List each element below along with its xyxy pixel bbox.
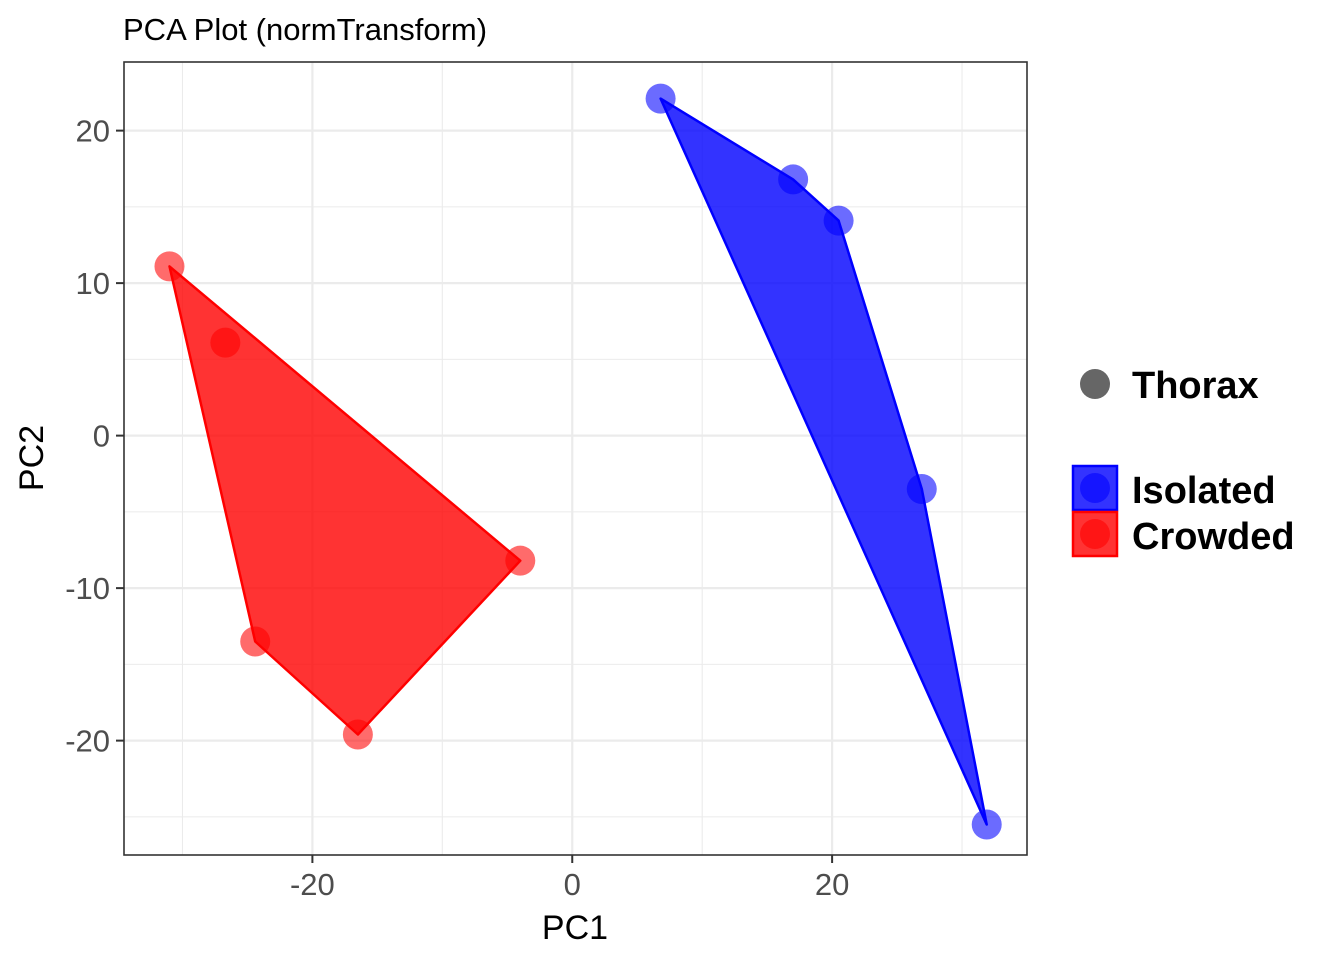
point-crowded bbox=[342, 719, 373, 750]
point-crowded bbox=[154, 251, 185, 282]
data-points bbox=[154, 83, 1002, 840]
legend-label-isolated: Isolated bbox=[1132, 470, 1276, 512]
y-tick-label: 10 bbox=[76, 266, 110, 301]
y-tick-label: -20 bbox=[65, 724, 110, 759]
y-tick-label: 0 bbox=[93, 419, 110, 454]
legend-label-crowded: Crowded bbox=[1132, 516, 1295, 558]
legend-key-point-crowded bbox=[1080, 519, 1110, 549]
point-isolated bbox=[971, 809, 1002, 840]
point-crowded bbox=[505, 545, 536, 576]
y-tick-label: -10 bbox=[65, 571, 110, 606]
point-isolated bbox=[645, 83, 676, 114]
legend-shape-label: Thorax bbox=[1132, 365, 1259, 407]
legend-key-point-isolated bbox=[1080, 473, 1110, 503]
x-axis: -20 0 20 bbox=[290, 855, 849, 902]
y-axis: -20 -10 0 10 20 bbox=[65, 114, 124, 759]
hull-isolated bbox=[659, 97, 988, 826]
point-crowded bbox=[210, 327, 241, 358]
x-tick-label: 0 bbox=[564, 867, 581, 902]
cluster-hulls bbox=[168, 97, 988, 826]
x-axis-title: PC1 bbox=[542, 909, 608, 947]
x-tick-label: -20 bbox=[290, 867, 335, 902]
legend-shape-key bbox=[1080, 369, 1110, 399]
plot-border bbox=[123, 61, 1028, 856]
point-isolated bbox=[778, 164, 809, 195]
point-isolated bbox=[906, 474, 937, 504]
point-isolated bbox=[823, 205, 854, 236]
chart-title: PCA Plot (normTransform) bbox=[123, 12, 487, 47]
point-crowded bbox=[240, 626, 271, 657]
x-tick-label: 20 bbox=[815, 867, 849, 902]
plot-panel bbox=[123, 61, 1028, 856]
y-axis-title: PC2 bbox=[13, 425, 51, 491]
y-tick-label: 20 bbox=[76, 114, 110, 149]
